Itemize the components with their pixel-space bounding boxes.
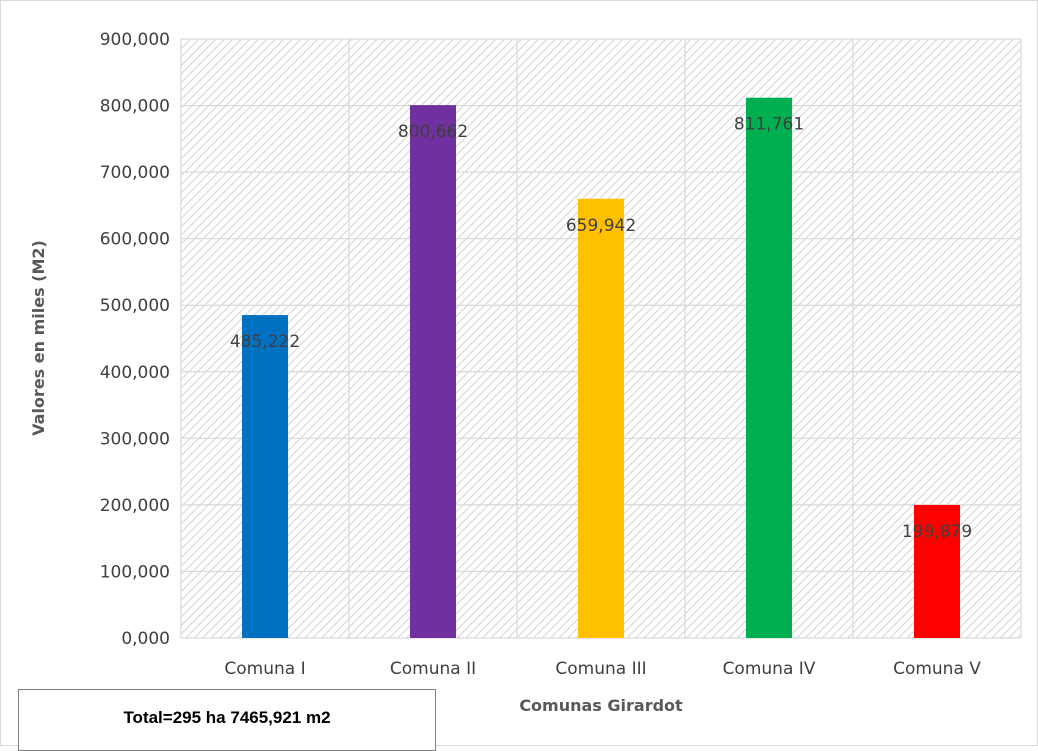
- x-axis-title: Comunas Girardot: [519, 696, 683, 715]
- bar: [241, 315, 289, 638]
- bars: [241, 97, 961, 638]
- y-tick-label: 100,000: [100, 562, 170, 582]
- bar: [745, 97, 793, 638]
- y-tick-label: 500,000: [100, 296, 170, 316]
- y-tick-label: 200,000: [100, 496, 170, 516]
- bar: [913, 504, 961, 638]
- total-annotation-box: Total=295 ha 7465,921 m2: [18, 689, 436, 751]
- y-tick-label: 900,000: [100, 30, 170, 50]
- x-tick-label: Comuna V: [893, 659, 981, 679]
- bar: [409, 105, 457, 638]
- y-tick-label: 700,000: [100, 163, 170, 183]
- x-tick-label: Comuna III: [555, 659, 646, 679]
- y-axis-title: Valores en miles (M2): [29, 240, 48, 436]
- y-tick-label: 400,000: [100, 363, 170, 383]
- x-tick-label: Comuna I: [224, 659, 305, 679]
- y-tick-label: 0,000: [121, 629, 170, 649]
- bar: [577, 198, 625, 638]
- total-annotation-text: Total=295 ha 7465,921 m2: [123, 708, 331, 727]
- x-tick-label: Comuna II: [390, 659, 476, 679]
- data-label: 800,662: [398, 122, 468, 142]
- gridlines: [180, 38, 1022, 639]
- data-label: 811,761: [734, 115, 804, 135]
- data-label: 485,222: [230, 332, 300, 352]
- data-label: 199,879: [902, 522, 972, 542]
- x-axis-ticks: Comuna I Comuna II Comuna III Comuna IV Comu…: [224, 659, 981, 679]
- data-label: 659,942: [566, 216, 636, 236]
- y-tick-label: 600,000: [100, 230, 170, 250]
- y-tick-label: 300,000: [100, 429, 170, 449]
- y-axis-ticks: 0,000 100,000 200,000 300,000 400,000 500,000…: [100, 30, 170, 649]
- x-tick-label: Comuna IV: [723, 659, 816, 679]
- data-labels: 485,222 800,662 659,942 811,761 199,879: [230, 115, 972, 542]
- y-tick-label: 800,000: [100, 97, 170, 117]
